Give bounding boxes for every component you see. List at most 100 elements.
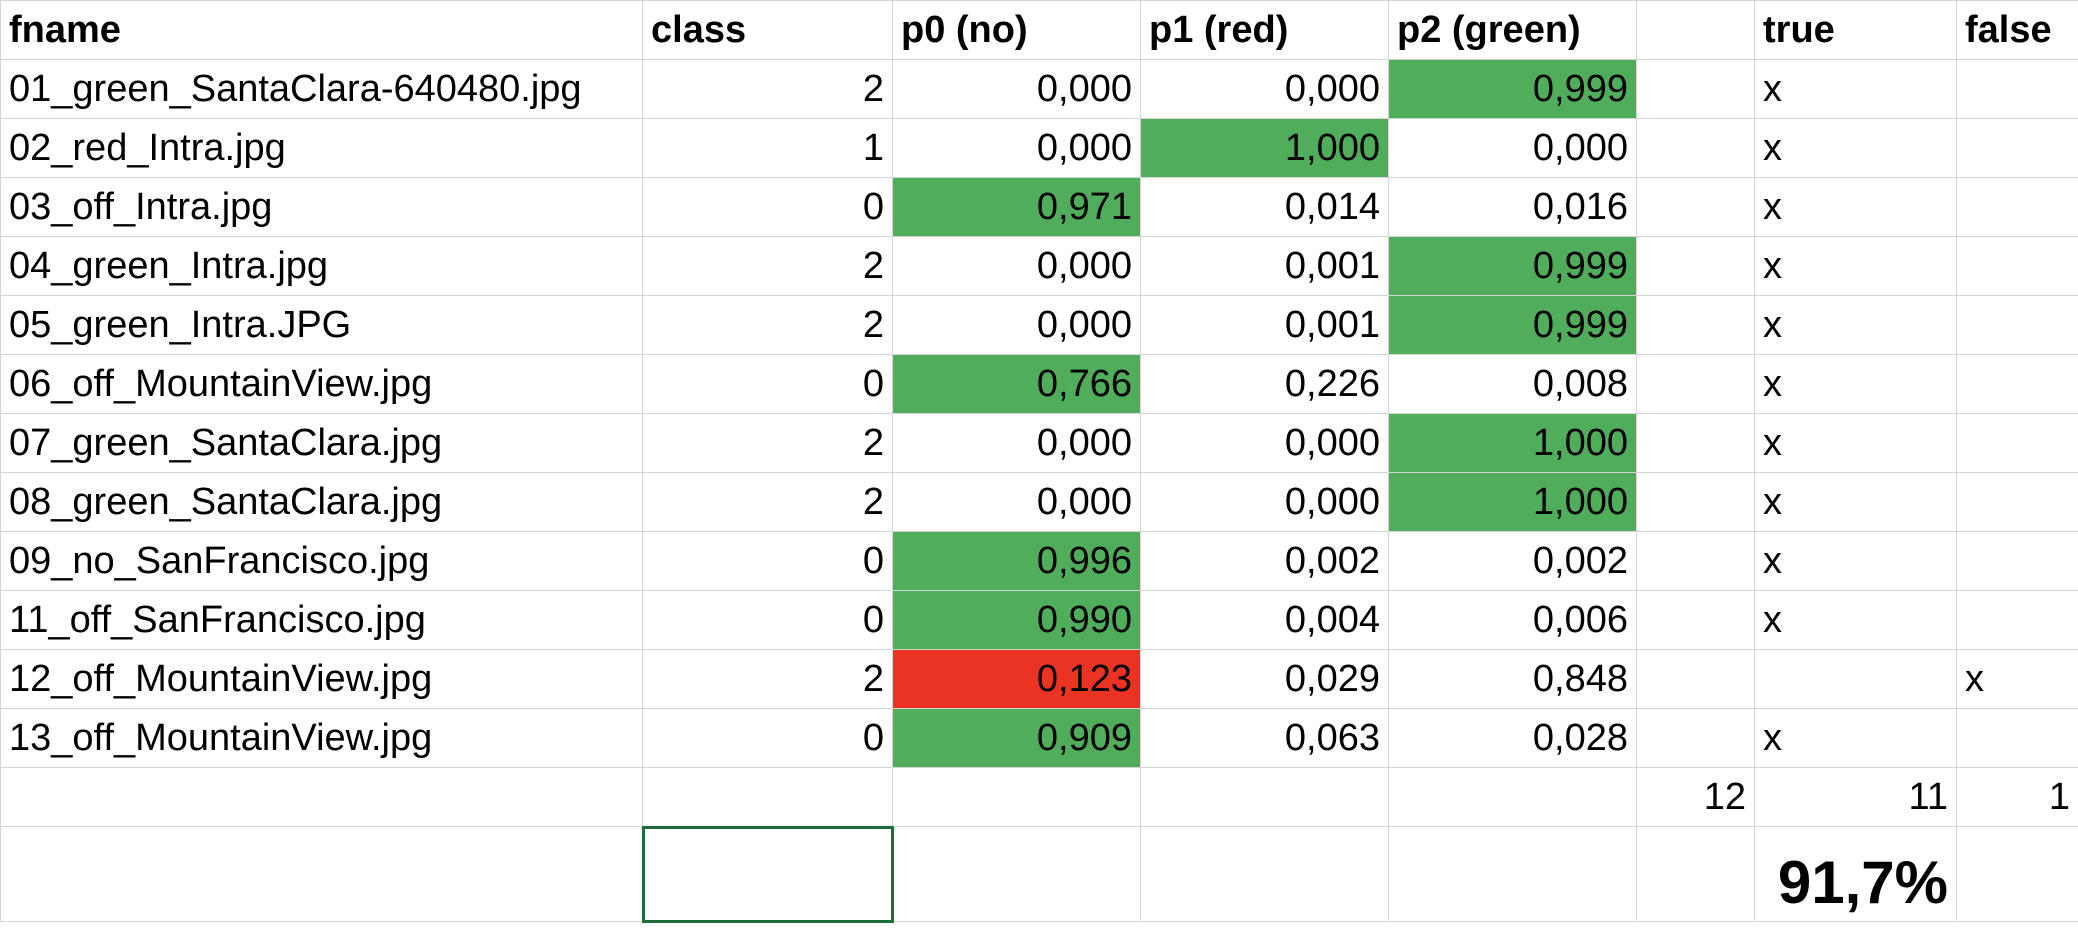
cell-true[interactable]: x — [1754, 177, 1957, 237]
cell-false[interactable] — [1956, 295, 2078, 355]
cell-false[interactable] — [1956, 118, 2078, 178]
cell-true[interactable]: x — [1754, 118, 1957, 178]
cell-true[interactable]: x — [1754, 590, 1957, 650]
cell-true[interactable]: x — [1754, 59, 1957, 119]
total-total[interactable]: 12 — [1636, 767, 1755, 827]
cell-true[interactable]: x — [1754, 708, 1957, 768]
cell-p2[interactable]: 0,002 — [1388, 531, 1637, 591]
cell-fname[interactable]: 13_off_MountainView.jpg — [0, 708, 643, 768]
cell-false[interactable]: x — [1956, 649, 2078, 709]
cell-p1[interactable]: 1,000 — [1140, 118, 1389, 178]
cell-p0[interactable]: 0,000 — [892, 59, 1141, 119]
cell-false[interactable] — [1956, 59, 2078, 119]
cell-blank[interactable] — [1636, 531, 1755, 591]
accuracy-percent[interactable]: 91,7% — [1754, 826, 1957, 922]
cell-false[interactable] — [1956, 354, 2078, 414]
cell-fname[interactable]: 03_off_Intra.jpg — [0, 177, 643, 237]
cell-false[interactable] — [1956, 472, 2078, 532]
cell-p0[interactable]: 0,971 — [892, 177, 1141, 237]
cell-p2[interactable]: 0,000 — [1388, 118, 1637, 178]
cell-true[interactable]: x — [1754, 295, 1957, 355]
cell-blank[interactable] — [0, 767, 643, 827]
cell-blank[interactable] — [642, 767, 893, 827]
cell-p1[interactable]: 0,000 — [1140, 413, 1389, 473]
cell-false[interactable] — [1956, 708, 2078, 768]
cell-class[interactable]: 0 — [642, 354, 893, 414]
cell-p1[interactable]: 0,001 — [1140, 236, 1389, 296]
cell-class[interactable]: 0 — [642, 177, 893, 237]
cell-blank[interactable] — [1140, 767, 1389, 827]
cell-fname[interactable]: 04_green_Intra.jpg — [0, 236, 643, 296]
cell-blank[interactable] — [1636, 708, 1755, 768]
cell-blank[interactable] — [1636, 354, 1755, 414]
cell-p2[interactable]: 1,000 — [1388, 413, 1637, 473]
cell-p0[interactable]: 0,000 — [892, 472, 1141, 532]
cell-blank[interactable] — [1636, 59, 1755, 119]
cell-class[interactable]: 0 — [642, 708, 893, 768]
header-blank[interactable] — [1636, 0, 1755, 60]
cell-blank[interactable] — [1636, 649, 1755, 709]
cell-blank[interactable] — [1636, 236, 1755, 296]
cell-false[interactable] — [1956, 590, 2078, 650]
cell-p0[interactable]: 0,000 — [892, 118, 1141, 178]
cell-fname[interactable]: 11_off_SanFrancisco.jpg — [0, 590, 643, 650]
cell-class[interactable]: 1 — [642, 118, 893, 178]
cell-true[interactable]: x — [1754, 354, 1957, 414]
cell-p0[interactable]: 0,909 — [892, 708, 1141, 768]
header-p1[interactable]: p1 (red) — [1140, 0, 1389, 60]
header-false[interactable]: false — [1956, 0, 2078, 60]
cell-p0[interactable]: 0,000 — [892, 295, 1141, 355]
cell-blank[interactable] — [0, 826, 643, 922]
cell-false[interactable] — [1956, 531, 2078, 591]
cell-p0[interactable]: 0,766 — [892, 354, 1141, 414]
total-true[interactable]: 11 — [1754, 767, 1957, 827]
total-false[interactable]: 1 — [1956, 767, 2078, 827]
cell-blank[interactable] — [892, 767, 1141, 827]
cell-p1[interactable]: 0,002 — [1140, 531, 1389, 591]
cell-blank[interactable] — [1636, 118, 1755, 178]
cell-p0[interactable]: 0,000 — [892, 236, 1141, 296]
cell-true[interactable]: x — [1754, 413, 1957, 473]
cell-p0[interactable]: 0,990 — [892, 590, 1141, 650]
cell-fname[interactable]: 07_green_SantaClara.jpg — [0, 413, 643, 473]
cell-true[interactable]: x — [1754, 531, 1957, 591]
cell-p1[interactable]: 0,014 — [1140, 177, 1389, 237]
header-class[interactable]: class — [642, 0, 893, 60]
cell-fname[interactable]: 02_red_Intra.jpg — [0, 118, 643, 178]
cell-p1[interactable]: 0,029 — [1140, 649, 1389, 709]
header-p2[interactable]: p2 (green) — [1388, 0, 1637, 60]
cell-blank[interactable] — [1956, 826, 2078, 922]
header-true[interactable]: true — [1754, 0, 1957, 60]
cell-class[interactable]: 0 — [642, 531, 893, 591]
cell-p2[interactable]: 0,008 — [1388, 354, 1637, 414]
cell-class[interactable]: 2 — [642, 236, 893, 296]
cell-p2[interactable]: 0,999 — [1388, 295, 1637, 355]
cell-p2[interactable]: 1,000 — [1388, 472, 1637, 532]
cell-p0[interactable]: 0,000 — [892, 413, 1141, 473]
cell-p1[interactable]: 0,001 — [1140, 295, 1389, 355]
cell-p0[interactable]: 0,123 — [892, 649, 1141, 709]
cell-p1[interactable]: 0,000 — [1140, 59, 1389, 119]
cell-class[interactable]: 2 — [642, 295, 893, 355]
cell-fname[interactable]: 12_off_MountainView.jpg — [0, 649, 643, 709]
cell-fname[interactable]: 06_off_MountainView.jpg — [0, 354, 643, 414]
cell-class[interactable]: 2 — [642, 413, 893, 473]
cell-class[interactable]: 2 — [642, 59, 893, 119]
cell-blank[interactable] — [1636, 472, 1755, 532]
cell-p1[interactable]: 0,004 — [1140, 590, 1389, 650]
header-fname[interactable]: fname — [0, 0, 643, 60]
cell-p2[interactable]: 0,999 — [1388, 59, 1637, 119]
cell-p2[interactable]: 0,028 — [1388, 708, 1637, 768]
cell-blank[interactable] — [1636, 177, 1755, 237]
cell-class[interactable]: 2 — [642, 649, 893, 709]
cell-false[interactable] — [1956, 413, 2078, 473]
cell-blank[interactable] — [1636, 413, 1755, 473]
cell-fname[interactable]: 01_green_SantaClara-640480.jpg — [0, 59, 643, 119]
cell-p1[interactable]: 0,063 — [1140, 708, 1389, 768]
cell-p2[interactable]: 0,016 — [1388, 177, 1637, 237]
cell-blank[interactable] — [1388, 826, 1637, 922]
cell-fname[interactable]: 08_green_SantaClara.jpg — [0, 472, 643, 532]
cell-class[interactable]: 0 — [642, 590, 893, 650]
cell-p1[interactable]: 0,226 — [1140, 354, 1389, 414]
cell-p2[interactable]: 0,999 — [1388, 236, 1637, 296]
